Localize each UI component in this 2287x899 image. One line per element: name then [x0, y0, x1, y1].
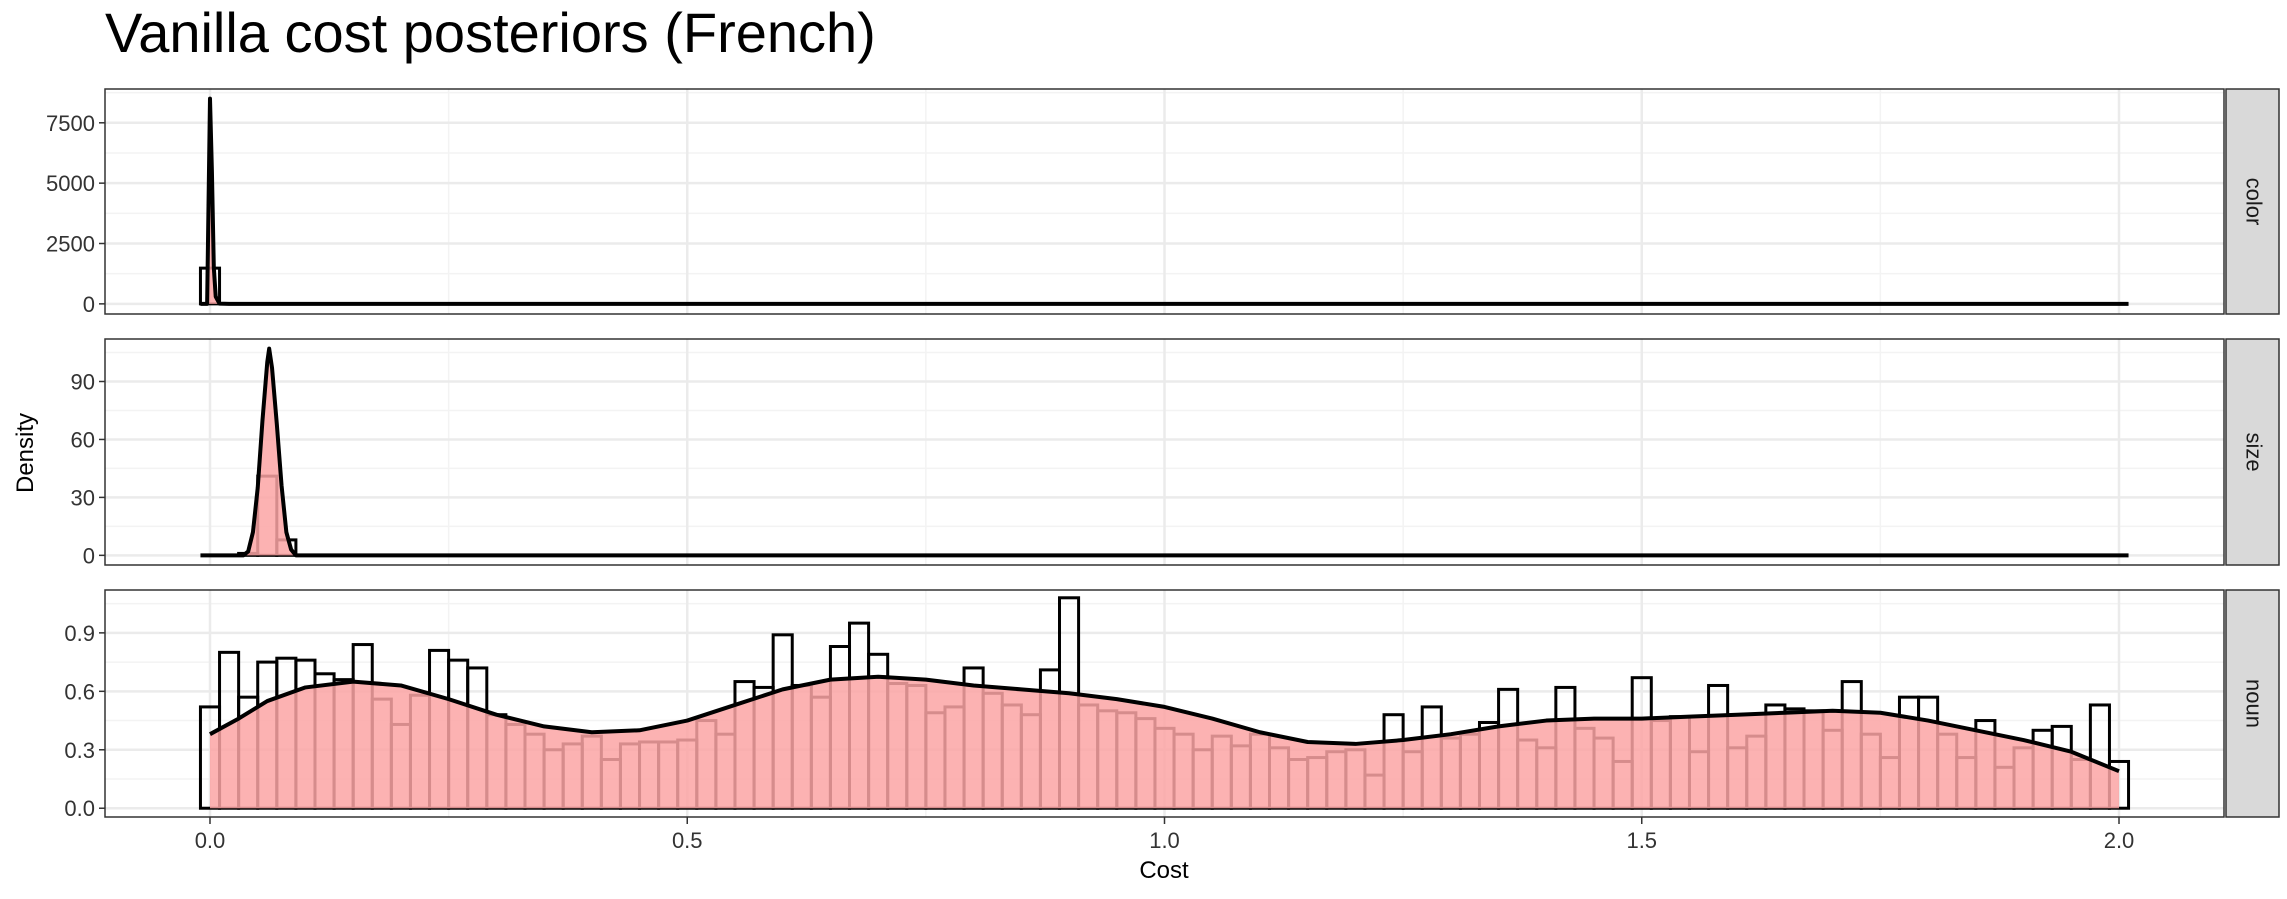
- y-tick-label: 90: [71, 369, 95, 394]
- x-tick-label: 1.5: [1626, 828, 1657, 853]
- facet-strip-background: [2225, 338, 2280, 566]
- facet-strip-size: size: [2225, 338, 2280, 566]
- facet-strip-label: color: [2242, 178, 2267, 226]
- panel-border: [104, 338, 2225, 566]
- facet-strip-background: [2225, 589, 2280, 818]
- x-tick-label: 0.0: [195, 828, 226, 853]
- y-tick-label: 60: [71, 427, 95, 452]
- density-curve: [200, 96, 2129, 306]
- facet-strip-background: [2225, 88, 2280, 315]
- y-tick-label: 30: [71, 485, 95, 510]
- y-tick-label: 0.3: [64, 738, 95, 763]
- y-tick-label: 0.0: [64, 796, 95, 821]
- y-tick-label: 0.6: [64, 679, 95, 704]
- y-tick-label: 2500: [46, 232, 95, 257]
- facet-panel-noun: 0.0 0.3 0.6 0.9 noun: [64, 589, 2280, 821]
- x-axis-label: Cost: [1139, 857, 1189, 884]
- facet-strip-noun: noun: [2225, 589, 2280, 818]
- x-tick-label: 1.0: [1149, 828, 1180, 853]
- density-area: [209, 676, 2120, 809]
- facet-strip-color: color: [2225, 88, 2280, 315]
- x-tick-label: 2.0: [2104, 828, 2135, 853]
- y-tick-label: 0: [83, 292, 95, 317]
- x-tick-label: 0.5: [672, 828, 703, 853]
- y-tick-label: 0.9: [64, 621, 95, 646]
- facet-panel-color: 0 2500 5000 7500 color: [46, 88, 2280, 317]
- facet-panel-size: 0 30 60 90 size: [71, 338, 2280, 568]
- y-axis-label: Density: [12, 413, 39, 493]
- y-tick-label: 7500: [46, 111, 95, 136]
- panel-border: [104, 88, 2225, 315]
- facet-panels: 0250050007500color0306090size0.00.30.60.…: [46, 88, 2280, 853]
- chart-title: Vanilla cost posteriors (French): [105, 1, 876, 64]
- facet-strip-label: size: [2242, 432, 2267, 471]
- density-curve: [200, 346, 2129, 558]
- density-curve: [209, 674, 2120, 774]
- y-tick-label: 5000: [46, 171, 95, 196]
- facet-strip-label: noun: [2242, 679, 2267, 728]
- y-tick-label: 0: [83, 543, 95, 568]
